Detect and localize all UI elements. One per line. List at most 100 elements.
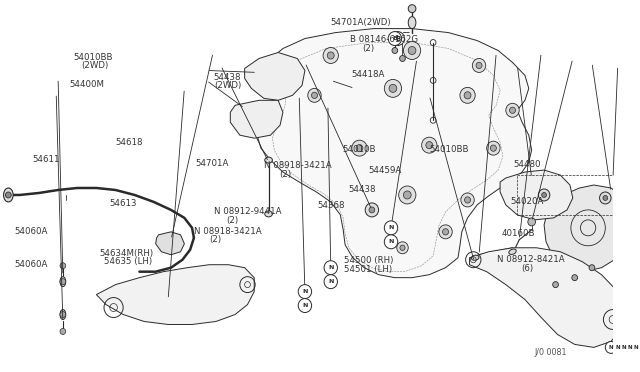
Polygon shape [470,248,625,347]
Text: (2): (2) [362,44,374,52]
Circle shape [506,103,519,117]
Circle shape [613,342,623,352]
Polygon shape [500,170,573,220]
Circle shape [385,221,397,235]
Circle shape [509,107,516,113]
Circle shape [403,42,420,60]
Circle shape [403,191,411,199]
Text: 54701A(2WD): 54701A(2WD) [330,18,391,27]
Circle shape [352,140,367,156]
Text: 54635 (LH): 54635 (LH) [104,257,152,266]
Polygon shape [230,100,283,138]
Text: 54368: 54368 [318,201,346,210]
Ellipse shape [472,255,479,260]
Text: 54459A: 54459A [368,166,401,175]
Circle shape [572,275,577,280]
Text: 54500 (RH): 54500 (RH) [344,256,393,265]
Text: 54438: 54438 [214,73,241,82]
Circle shape [589,265,595,271]
Circle shape [365,203,379,217]
Circle shape [553,282,559,288]
Polygon shape [244,52,305,100]
Text: 54611: 54611 [33,155,60,164]
Text: 54438: 54438 [348,185,376,194]
Circle shape [439,225,452,239]
Polygon shape [156,232,184,255]
Circle shape [600,192,611,204]
Ellipse shape [509,249,516,254]
Text: N: N [628,345,632,350]
Text: N: N [621,345,626,350]
Circle shape [617,291,625,299]
Circle shape [639,324,640,330]
Circle shape [312,92,317,99]
Circle shape [442,229,449,235]
Circle shape [408,5,416,13]
Text: 54060A: 54060A [14,260,47,269]
Circle shape [397,242,408,254]
Circle shape [461,193,474,207]
Text: 54010BB: 54010BB [429,145,468,154]
Text: 54010B: 54010B [342,145,376,154]
Ellipse shape [265,157,273,163]
Text: (2): (2) [209,235,221,244]
Polygon shape [97,265,254,324]
Text: 54634M(RH): 54634M(RH) [100,249,154,258]
Text: N 08912-8421A: N 08912-8421A [497,255,564,264]
Text: N: N [616,345,620,350]
Circle shape [60,311,66,318]
Circle shape [388,32,401,45]
Text: 54060A: 54060A [14,227,47,236]
Circle shape [629,317,635,323]
Circle shape [476,62,482,68]
Circle shape [630,341,640,353]
Text: N: N [302,303,308,308]
Circle shape [385,79,401,97]
Circle shape [399,186,416,204]
Circle shape [369,207,375,213]
Circle shape [298,285,312,299]
Circle shape [400,245,405,250]
Text: (2WD): (2WD) [81,61,109,70]
Text: B: B [395,36,401,42]
Circle shape [538,189,550,201]
Circle shape [298,299,312,312]
Circle shape [422,137,437,153]
Circle shape [465,197,470,203]
Circle shape [399,55,405,61]
Circle shape [528,218,536,226]
Text: N: N [302,289,308,294]
Text: 54480: 54480 [514,160,541,169]
Text: N: N [388,239,394,244]
Circle shape [324,275,337,289]
Circle shape [392,48,397,54]
Circle shape [541,192,547,198]
Circle shape [356,145,363,152]
Circle shape [460,87,476,103]
Circle shape [60,328,66,334]
Text: 54010BB: 54010BB [73,52,113,61]
Ellipse shape [265,211,273,217]
Polygon shape [257,29,532,278]
Text: 54400M: 54400M [69,80,104,89]
Ellipse shape [60,310,66,320]
Text: N: N [609,345,613,350]
Text: N 08912-9441A: N 08912-9441A [214,207,281,216]
Circle shape [464,92,471,99]
Circle shape [385,235,397,249]
Circle shape [605,341,617,353]
Text: (2WD): (2WD) [214,81,241,90]
Text: B: B [392,36,397,41]
Ellipse shape [408,17,416,29]
Text: N: N [328,279,333,284]
Text: N: N [328,265,333,270]
Circle shape [638,342,640,352]
Circle shape [490,145,497,151]
Text: 54418A: 54418A [351,70,384,79]
Circle shape [618,341,629,353]
Text: 54020A: 54020A [510,197,543,206]
Circle shape [603,195,608,201]
Circle shape [327,52,334,59]
Text: 40160B: 40160B [502,229,535,238]
Ellipse shape [4,188,13,202]
